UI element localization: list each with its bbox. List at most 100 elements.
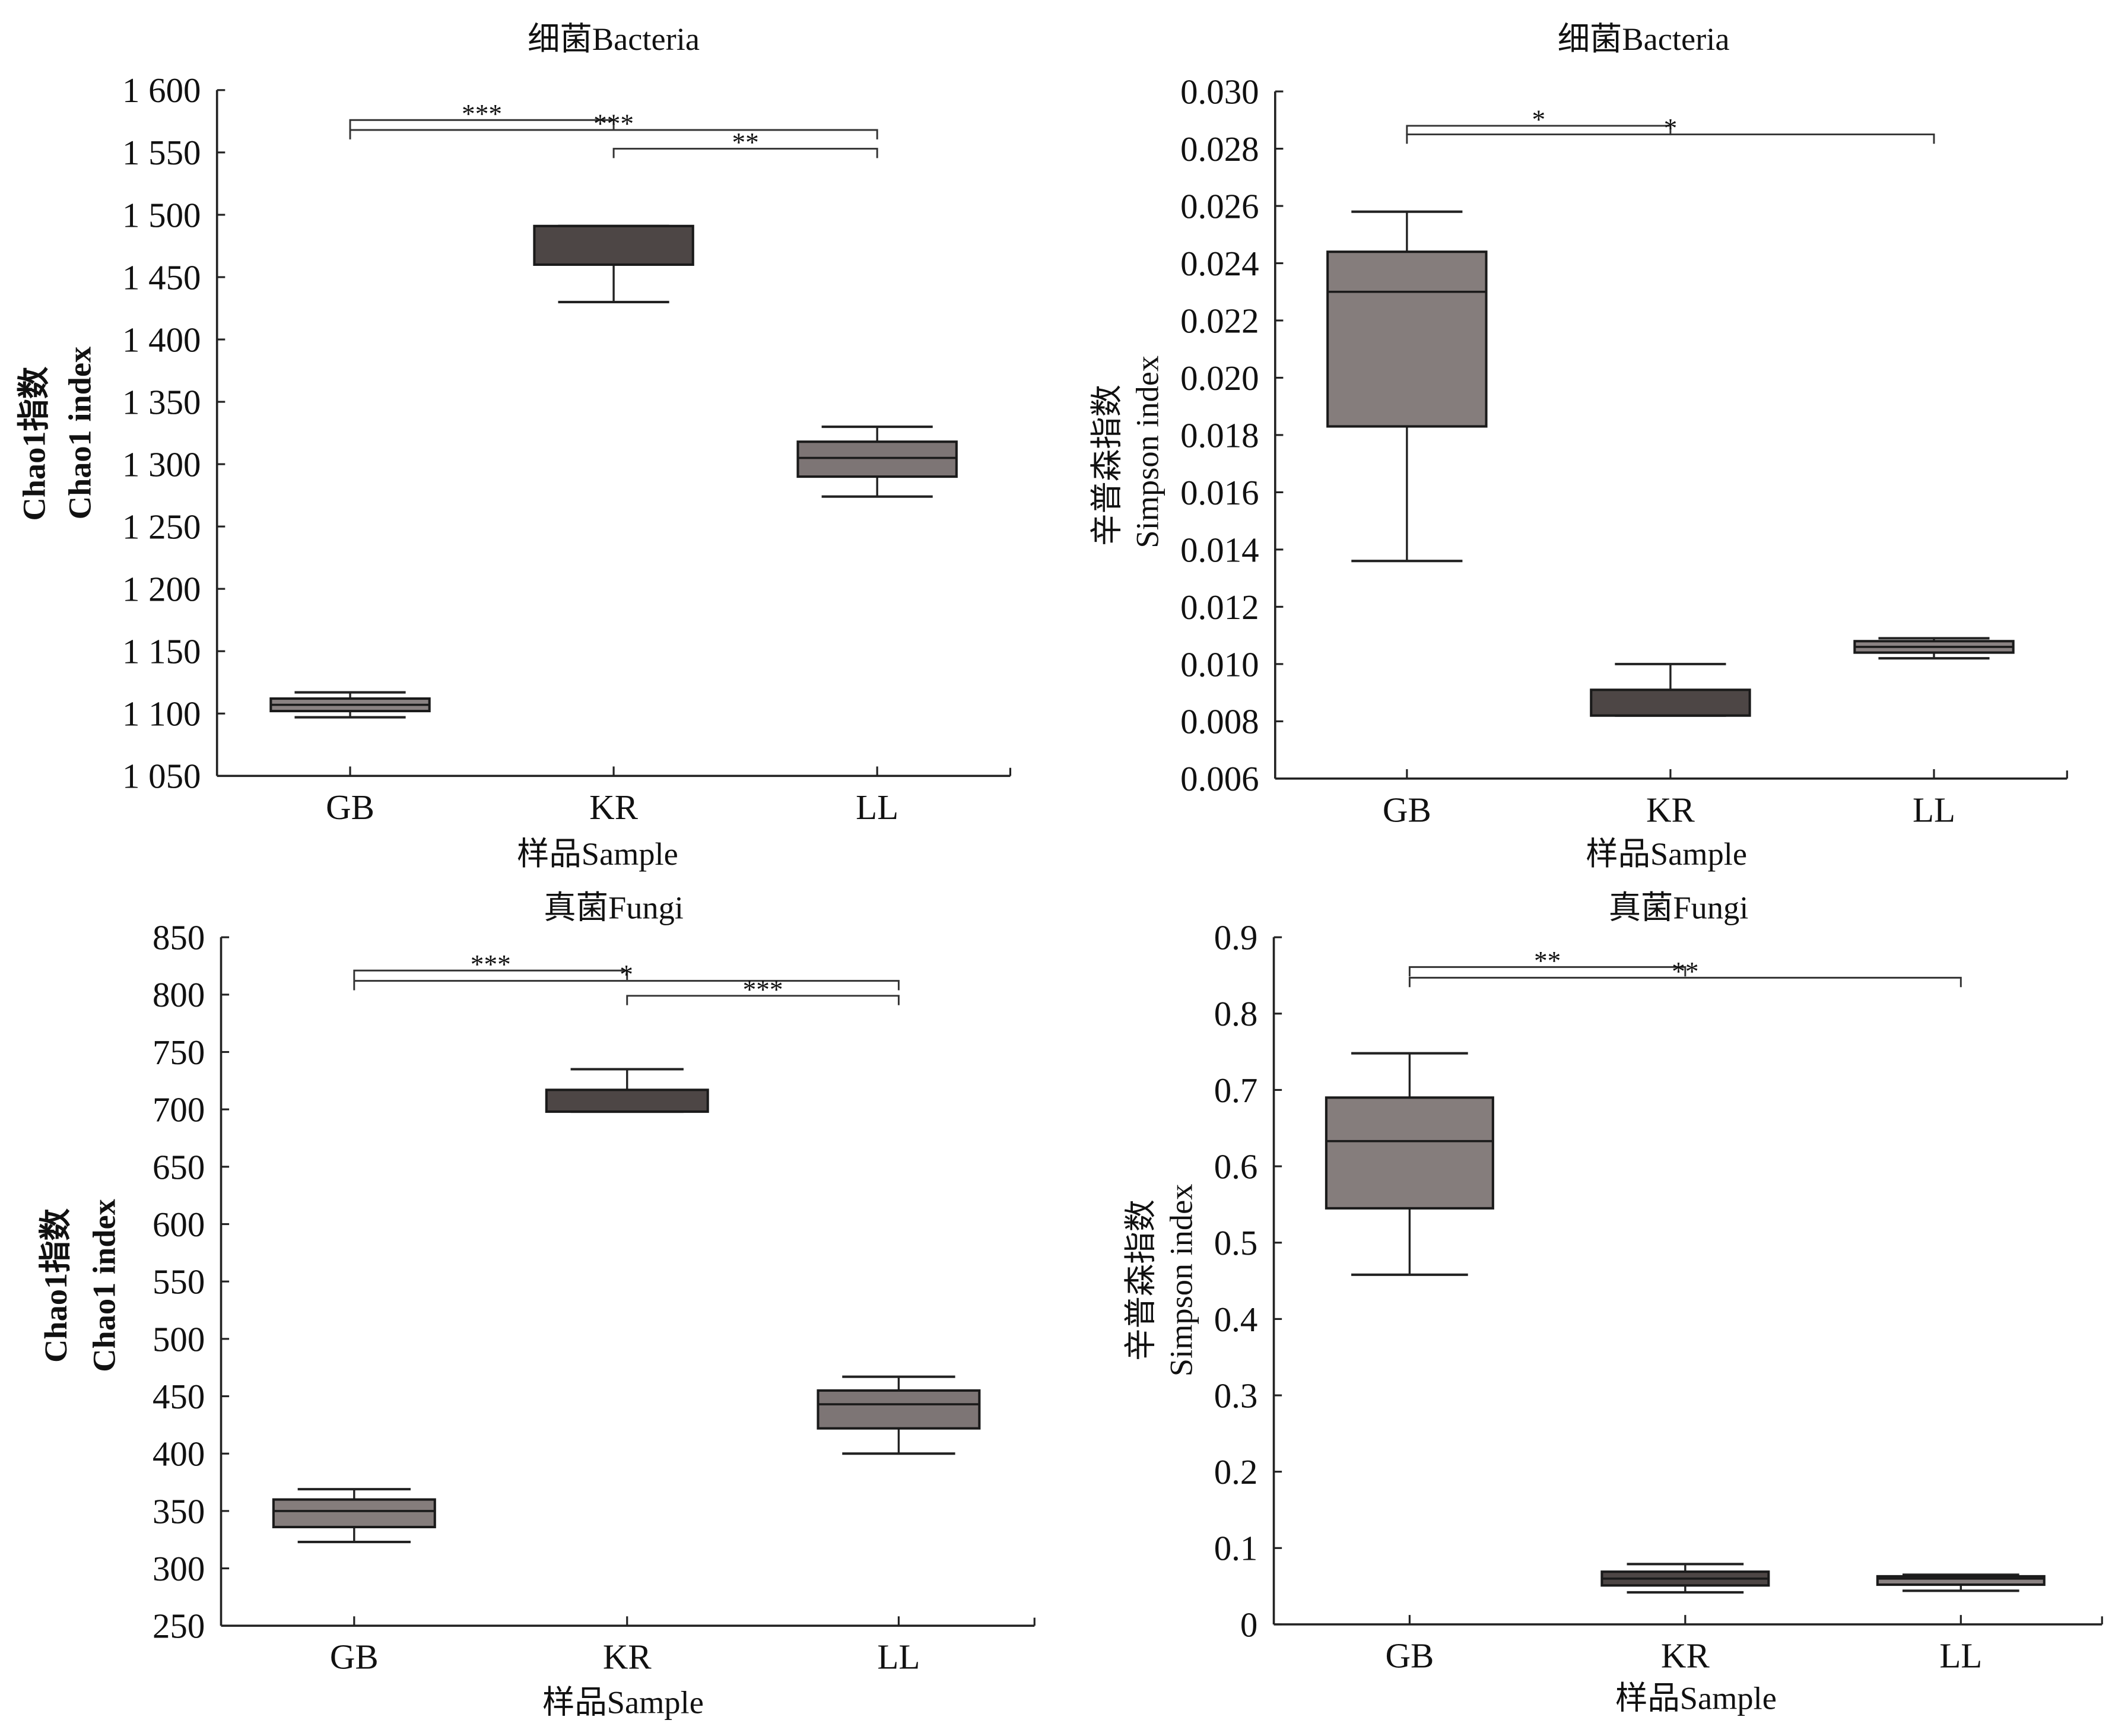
panel-fungi-simpson: 真菌Fungi 样品Sample 辛普森指数 Simpson index 0 0.… <box>1123 890 2103 1716</box>
significance-bracket: ** <box>1408 957 1962 988</box>
panel-title: 真菌Fungi <box>544 890 684 925</box>
y-tick-label: 1 200 <box>122 570 201 609</box>
bracket-line <box>349 129 878 139</box>
y-tick-label: 0.006 <box>1180 760 1259 798</box>
bracket-line <box>1408 966 1687 977</box>
x-tick-label-kr: KR <box>1646 791 1695 829</box>
iqr-box <box>1325 1096 1494 1210</box>
y-tick-label: 800 <box>153 976 205 1014</box>
panel-title: 真菌Fungi <box>1609 890 1749 925</box>
iqr-box <box>272 1498 436 1528</box>
box-ll <box>1876 1573 2046 1592</box>
y-tick-label: 500 <box>153 1320 205 1359</box>
panel-title: 细菌Bacteria <box>528 21 700 57</box>
plot-area: 1 050 1 100 1 150 1 200 1 250 1 300 1 350 1 400… <box>122 71 1012 827</box>
x-tick-label-ll: LL <box>877 1638 920 1677</box>
iqr-box <box>545 1088 709 1113</box>
panel-bacteria-chao1: 细菌Bacteria 样品Sample Chao1指数 Chao1 index … <box>17 21 1012 872</box>
bracket-line <box>612 148 878 158</box>
y-tick-label: 0 <box>1240 1605 1257 1644</box>
significance-bracket: *** <box>349 99 615 130</box>
iqr-box <box>1326 250 1488 428</box>
x-tick-label-gb: GB <box>326 788 374 827</box>
box-kr <box>1600 1563 1770 1594</box>
y-tick-label: 850 <box>153 919 205 957</box>
iqr-box <box>533 224 694 266</box>
bracket-line <box>349 119 615 130</box>
y-tick-label: 0.030 <box>1180 72 1259 111</box>
significance-label: *** <box>743 975 783 1004</box>
plot-area: 0.006 0.008 0.010 0.012 0.014 0.016 0.018 0.020… <box>1180 72 2068 829</box>
significance-label: *** <box>462 99 502 129</box>
y-tick-label: 550 <box>153 1263 205 1302</box>
box-kr <box>545 1068 709 1113</box>
bracket-line <box>1408 976 1962 988</box>
box-kr <box>1590 662 1751 717</box>
y-tick-label: 400 <box>153 1435 205 1474</box>
y-tick-label: 0.4 <box>1214 1300 1258 1339</box>
y-tick-label: 750 <box>153 1033 205 1072</box>
y-tick-label: 1 250 <box>122 508 201 547</box>
y-tick-label: 1 500 <box>122 196 201 234</box>
bracket-line <box>626 995 900 1005</box>
significance-bracket: *** <box>353 950 628 980</box>
significance-label: *** <box>593 109 634 139</box>
significance-bracket: *** <box>626 975 900 1005</box>
x-axis-label: 样品Sample <box>542 1684 704 1720</box>
x-axis-label: 样品Sample <box>1586 836 1747 872</box>
y-tick-label: 250 <box>153 1607 205 1646</box>
y-tick-label: 0.018 <box>1180 416 1259 455</box>
x-axis-label: 样品Sample <box>517 836 678 872</box>
y-tick-label: 450 <box>153 1378 205 1416</box>
y-tick-label: 0.024 <box>1180 245 1259 283</box>
significance-label: ** <box>732 128 758 157</box>
significance-label: *** <box>471 950 511 979</box>
y-tick-label: 0.2 <box>1214 1453 1258 1491</box>
iqr-box <box>1590 688 1751 717</box>
y-tick-label: 0.014 <box>1180 531 1259 569</box>
bracket-line <box>1406 125 1672 135</box>
y-tick-label: 700 <box>153 1091 205 1129</box>
significance-label: * <box>1532 104 1546 134</box>
y-tick-label: 1 600 <box>122 71 201 110</box>
significance-label: * <box>620 960 633 989</box>
plot-area: 0 0.1 0.2 0.3 0.4 0.5 0.6 0.7 0.8 0.9 GB KR LL ** ** <box>1214 919 2103 1675</box>
y-axis-label-cn: 辛普森指数 <box>1090 385 1125 546</box>
significance-label: * <box>1664 113 1678 143</box>
y-axis-label-en: Chao1 index <box>87 1199 122 1372</box>
y-tick-label: 1 350 <box>122 383 201 421</box>
box-kr <box>533 224 694 303</box>
x-tick-label-kr: KR <box>603 1638 652 1677</box>
x-tick-label-kr: KR <box>1661 1636 1710 1675</box>
x-tick-label-ll: LL <box>1913 791 1955 829</box>
box-gb <box>272 1488 436 1544</box>
y-axis-label-cn: 辛普森指数 <box>1123 1199 1158 1361</box>
y-tick-label: 1 050 <box>122 757 201 796</box>
y-tick-label: 1 300 <box>122 445 201 484</box>
plot-area: 250 300 350 400 450 500 550 600 650 700 750 800 850 G… <box>153 919 1036 1677</box>
y-tick-label: 650 <box>153 1148 205 1186</box>
y-axis-label-en: Simpson index <box>1130 356 1165 548</box>
box-gb <box>1326 210 1488 563</box>
y-tick-label: 0.028 <box>1180 130 1259 169</box>
y-tick-label: 1 450 <box>122 258 201 297</box>
y-tick-label: 0.1 <box>1214 1529 1258 1568</box>
significance-bracket: *** <box>349 109 878 139</box>
y-axis-label-en: Simpson index <box>1163 1184 1199 1377</box>
y-tick-label: 350 <box>153 1492 205 1531</box>
y-tick-label: 1 550 <box>122 134 201 172</box>
bracket-line <box>353 969 628 980</box>
y-tick-label: 1 100 <box>122 695 201 734</box>
panel-bacteria-simpson: 细菌Bacteria 样品Sample 辛普森指数 Simpson index … <box>1090 21 2068 872</box>
x-tick-label-gb: GB <box>1383 791 1431 829</box>
box-ll <box>817 1375 981 1455</box>
iqr-box <box>817 1389 981 1430</box>
significance-label: ** <box>1534 946 1561 976</box>
y-axis-label-cn: Chao1指数 <box>38 1208 74 1362</box>
y-tick-label: 0.3 <box>1214 1376 1258 1415</box>
x-axis-label: 样品Sample <box>1615 1681 1777 1716</box>
y-tick-label: 1 150 <box>122 633 201 671</box>
iqr-box <box>796 440 958 478</box>
box-ll <box>796 426 958 498</box>
